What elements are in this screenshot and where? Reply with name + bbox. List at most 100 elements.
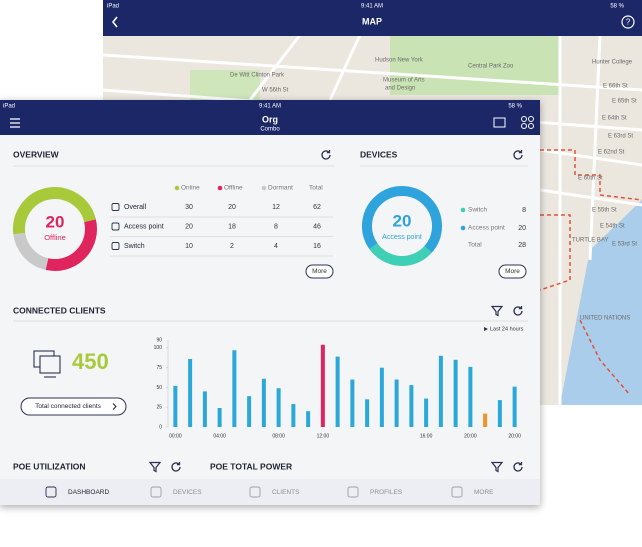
tab-icon[interactable] [249, 486, 261, 498]
x-tick-label: 00:00 [169, 433, 182, 439]
map-label: E 55th St [592, 208, 617, 214]
legend-dot [174, 185, 180, 191]
bar [173, 385, 178, 427]
more-button[interactable] [498, 264, 527, 279]
clients-icon [33, 350, 61, 378]
map-label: TURTLE BAY [572, 238, 608, 244]
bar [188, 358, 193, 427]
section-title: POE TOTAL POWER [210, 461, 292, 471]
total-value: 28 [518, 242, 526, 249]
y-tick-label: 50 [156, 385, 162, 391]
bar [365, 399, 370, 427]
more-button[interactable] [305, 264, 334, 279]
bar [394, 379, 399, 427]
range-label[interactable]: Last 24 hours [490, 326, 524, 332]
bar [217, 408, 222, 427]
section-title: POE UTILIZATION [13, 461, 86, 471]
status-device: iPad [107, 4, 119, 10]
tab-label[interactable]: CLIENTS [272, 489, 300, 496]
x-tick-label: 04:00 [213, 433, 226, 439]
donut-label: Offline [44, 233, 66, 242]
overview-table: Online Offline Dormant Total Overall 30 20 12 62… [110, 185, 333, 257]
back-button[interactable] [111, 16, 118, 28]
map-label: W 56th St [262, 88, 289, 94]
row-icon [111, 242, 120, 250]
bar [483, 413, 488, 427]
donut-segment [13, 187, 96, 235]
help-button[interactable] [621, 15, 635, 29]
map-label: E 63rd St [608, 134, 633, 140]
map-labels: Hudson New York Museum of Arts and Design C… [230, 58, 637, 322]
x-tick-label: 16:00 [420, 433, 433, 439]
y-tick-label: 25 [156, 405, 162, 411]
donut-segment [362, 186, 442, 253]
cell-value: 10 [185, 243, 193, 250]
clients-chart: 90 0 25 50 75 100 00:00 04:00 08:00 12:00 16:00 20:… [154, 337, 521, 439]
app-title: Org [262, 114, 278, 124]
map-label: E 66th St [603, 84, 628, 90]
bar [379, 367, 384, 427]
grid-button[interactable] [521, 116, 534, 129]
app-screen: iPad 9:41 AM 58 % Org Combo OVERVIEW 20 … [0, 100, 540, 505]
status-battery: 58 % [610, 4, 624, 10]
donut-segment [45, 219, 97, 271]
tab-label[interactable]: DEVICES [173, 489, 202, 496]
x-tick-label: 20:00 [508, 433, 521, 439]
bar [512, 386, 517, 427]
column-header: Online [181, 185, 200, 192]
status-battery: 58 % [508, 104, 522, 110]
cell-value: 18 [228, 223, 236, 230]
tab-icon[interactable] [451, 486, 463, 498]
bar [247, 396, 252, 427]
legend-label: Access point [468, 225, 505, 232]
tab-icon[interactable] [347, 486, 359, 498]
donut-segment [369, 243, 432, 266]
cell-value: 46 [313, 223, 321, 230]
section-title: DEVICES [360, 149, 398, 159]
status-device: iPad [3, 104, 15, 110]
help-icon: ? [626, 18, 631, 27]
map-label: E 60th St [578, 176, 603, 182]
cell-value: 30 [185, 204, 193, 211]
bar [291, 404, 296, 427]
donut-segment [13, 232, 49, 270]
tab-label[interactable]: PROFILES [370, 489, 403, 496]
legend-value: 20 [518, 225, 526, 232]
section-title: CONNECTED CLIENTS [13, 305, 106, 315]
column-header: Total [309, 185, 323, 192]
tab-label[interactable]: MORE [474, 489, 494, 496]
y-top-label: 90 [156, 337, 162, 343]
tab-label[interactable]: DASHBOARD [68, 489, 109, 496]
cell-value: 16 [313, 243, 321, 250]
map-label: UNITED NATIONS [580, 316, 630, 322]
total-label: Total [468, 242, 482, 249]
more-label: More [505, 268, 520, 275]
legend-dot [217, 185, 223, 191]
map-button[interactable] [493, 117, 506, 128]
tab-icon[interactable] [150, 486, 162, 498]
y-tick-label: 75 [156, 365, 162, 371]
tab-icon[interactable] [45, 486, 57, 498]
map-label: E 64th St [602, 116, 627, 122]
legend-dot [460, 225, 466, 231]
bar [335, 356, 340, 427]
bar [232, 350, 237, 427]
range-icon[interactable] [484, 327, 488, 331]
devices-legend: Switch 8 Access point 20 [460, 207, 526, 232]
donut-label: Access point [382, 234, 422, 241]
cell-value: 20 [185, 223, 193, 230]
section-title: OVERVIEW [13, 149, 60, 159]
cell-value: 62 [313, 204, 321, 211]
bar [261, 378, 266, 427]
map-label: Museum of Arts [383, 78, 425, 84]
x-tick-label: 12:00 [317, 433, 330, 439]
map-label: E 54th St [600, 224, 625, 230]
cell-value: 2 [230, 243, 234, 250]
map-label: E 62nd St [598, 150, 625, 156]
total-clients-button[interactable] [20, 397, 127, 416]
tabs: DASHBOARD DEVICES CLIENTS PROFILES MORE [45, 486, 494, 498]
legend-value: 8 [522, 207, 526, 214]
legend-dot [460, 207, 466, 213]
menu-button[interactable] [10, 118, 20, 128]
